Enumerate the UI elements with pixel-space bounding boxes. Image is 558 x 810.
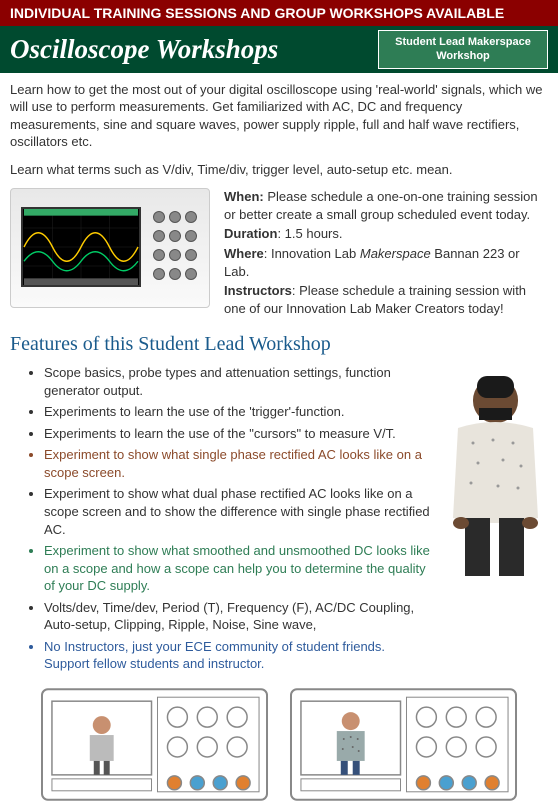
scope-screen: [21, 207, 141, 287]
student-photo: [443, 368, 548, 578]
feature-item: Scope basics, probe types and attenuatio…: [44, 364, 433, 399]
main-content: Learn how to get the most out of your di…: [0, 73, 558, 810]
features-list: Scope basics, probe types and attenuatio…: [10, 364, 433, 677]
intro-block: Learn how to get the most out of your di…: [10, 81, 548, 179]
feature-item: No Instructors, just your ECE community …: [44, 638, 433, 673]
scope-lineart-1: [40, 687, 269, 802]
feature-item: Volts/dev, Time/dev, Period (T), Frequen…: [44, 599, 433, 634]
features-header: Features of this Student Lead Workshop: [10, 333, 548, 356]
badge-line1: Student Lead Makerspace: [389, 35, 537, 49]
features-wrap: Scope basics, probe types and attenuatio…: [10, 364, 548, 677]
feature-item: Experiments to learn the use of the "cur…: [44, 425, 433, 443]
info-duration: Duration: 1.5 hours.: [224, 225, 548, 243]
feature-item: Experiment to show what smoothed and uns…: [44, 542, 433, 595]
availability-banner: INDIVIDUAL TRAINING SESSIONS AND GROUP W…: [0, 0, 558, 26]
oscilloscope-photo: [10, 188, 210, 308]
feature-item: Experiment to show what dual phase recti…: [44, 485, 433, 538]
info-where: Where: Innovation Lab Makerspace Bannan …: [224, 245, 548, 280]
intro-para-1: Learn how to get the most out of your di…: [10, 81, 548, 151]
feature-item: Experiment to show what single phase rec…: [44, 446, 433, 481]
info-instructors: Instructors: Please schedule a training …: [224, 282, 548, 317]
intro-para-2: Learn what terms such as V/div, Time/div…: [10, 161, 548, 179]
bottom-illustrations: [10, 687, 548, 802]
scope-lineart-2: [289, 687, 518, 802]
info-row: When: Please schedule a one-on-one train…: [10, 188, 548, 319]
page-title: Oscilloscope Workshops: [10, 34, 368, 65]
badge-line2: Workshop: [389, 49, 537, 63]
info-when: When: Please schedule a one-on-one train…: [224, 188, 548, 223]
feature-item: Experiments to learn the use of the 'tri…: [44, 403, 433, 421]
title-bar: Oscilloscope Workshops Student Lead Make…: [0, 26, 558, 73]
scope-knobs: [151, 209, 201, 285]
workshop-badge: Student Lead Makerspace Workshop: [378, 30, 548, 69]
info-text: When: Please schedule a one-on-one train…: [224, 188, 548, 319]
